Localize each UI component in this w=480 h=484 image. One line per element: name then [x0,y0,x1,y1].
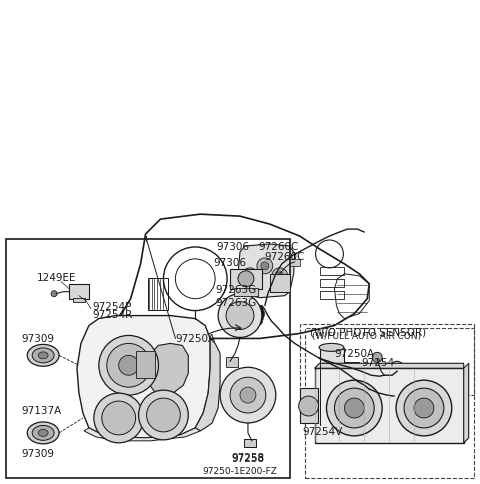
Bar [290,259,300,266]
Text: 97306: 97306 [216,242,250,252]
Circle shape [276,272,284,280]
Polygon shape [314,363,464,368]
Ellipse shape [27,345,59,366]
Circle shape [390,362,404,376]
Text: 97254: 97254 [361,358,395,367]
Text: 97254R: 97254R [93,309,133,319]
Bar [314,368,464,443]
Text: 97260C: 97260C [265,251,305,261]
Bar [147,278,168,310]
Circle shape [372,353,382,363]
Text: 97263G: 97263G [215,284,256,294]
Circle shape [230,378,266,413]
Circle shape [344,398,364,418]
Circle shape [414,398,434,418]
Bar [320,348,344,376]
Text: 97258: 97258 [231,452,264,462]
Bar [234,288,258,296]
Circle shape [226,302,254,330]
Ellipse shape [319,344,344,352]
Bar [300,324,474,395]
Bar [226,358,238,367]
Text: 1249EE: 1249EE [37,272,77,282]
Circle shape [299,396,319,416]
Bar [73,298,85,302]
Circle shape [257,258,273,274]
Polygon shape [238,304,265,329]
Text: 97309: 97309 [21,448,54,458]
Text: 97258: 97258 [231,453,264,463]
Text: 97250A: 97250A [334,348,374,359]
Text: 97306: 97306 [214,257,247,267]
Text: 97260C: 97260C [258,242,298,252]
Circle shape [389,388,401,400]
Circle shape [242,268,258,284]
Circle shape [404,388,444,428]
Circle shape [119,356,139,376]
Ellipse shape [38,352,48,359]
Circle shape [99,336,158,395]
Ellipse shape [32,425,54,440]
Text: 97250-1E200-FZ: 97250-1E200-FZ [203,466,277,475]
Circle shape [261,262,269,270]
Bar [320,279,344,287]
Text: (W/FULL AUTO AIR CON): (W/FULL AUTO AIR CON) [312,331,420,340]
Bar [300,388,318,423]
Bar [6,240,290,478]
Circle shape [335,388,374,428]
Circle shape [218,294,262,338]
Circle shape [146,398,180,432]
Circle shape [272,268,288,284]
Bar [305,329,474,478]
Text: 97254V: 97254V [302,426,343,436]
Polygon shape [84,428,200,441]
Bar [230,269,262,289]
Text: 97254P: 97254P [93,301,132,311]
Text: 97309: 97309 [21,334,54,344]
Polygon shape [464,363,468,443]
Bar [244,439,256,447]
Circle shape [220,367,276,423]
Ellipse shape [27,422,59,444]
Text: (W/O PHOTO SENSOR): (W/O PHOTO SENSOR) [310,327,426,337]
Polygon shape [244,306,255,326]
Text: 97250A: 97250A [175,334,216,344]
Circle shape [246,272,254,280]
Circle shape [94,393,144,443]
Polygon shape [147,344,188,394]
Bar [69,284,89,299]
Circle shape [238,271,254,287]
Circle shape [139,390,188,440]
Circle shape [240,387,256,403]
Text: 97137A: 97137A [21,405,61,415]
Circle shape [102,401,136,435]
Bar [320,267,344,275]
Bar [320,291,344,299]
Text: 97263G: 97263G [215,297,256,307]
Circle shape [326,380,382,436]
Bar [270,274,290,292]
Circle shape [380,372,388,379]
Ellipse shape [32,348,54,363]
Circle shape [396,380,452,436]
Polygon shape [77,316,210,438]
Polygon shape [195,339,220,431]
Circle shape [107,344,151,387]
Polygon shape [238,244,295,298]
Circle shape [51,291,57,297]
Ellipse shape [38,429,48,437]
Bar [136,352,156,378]
